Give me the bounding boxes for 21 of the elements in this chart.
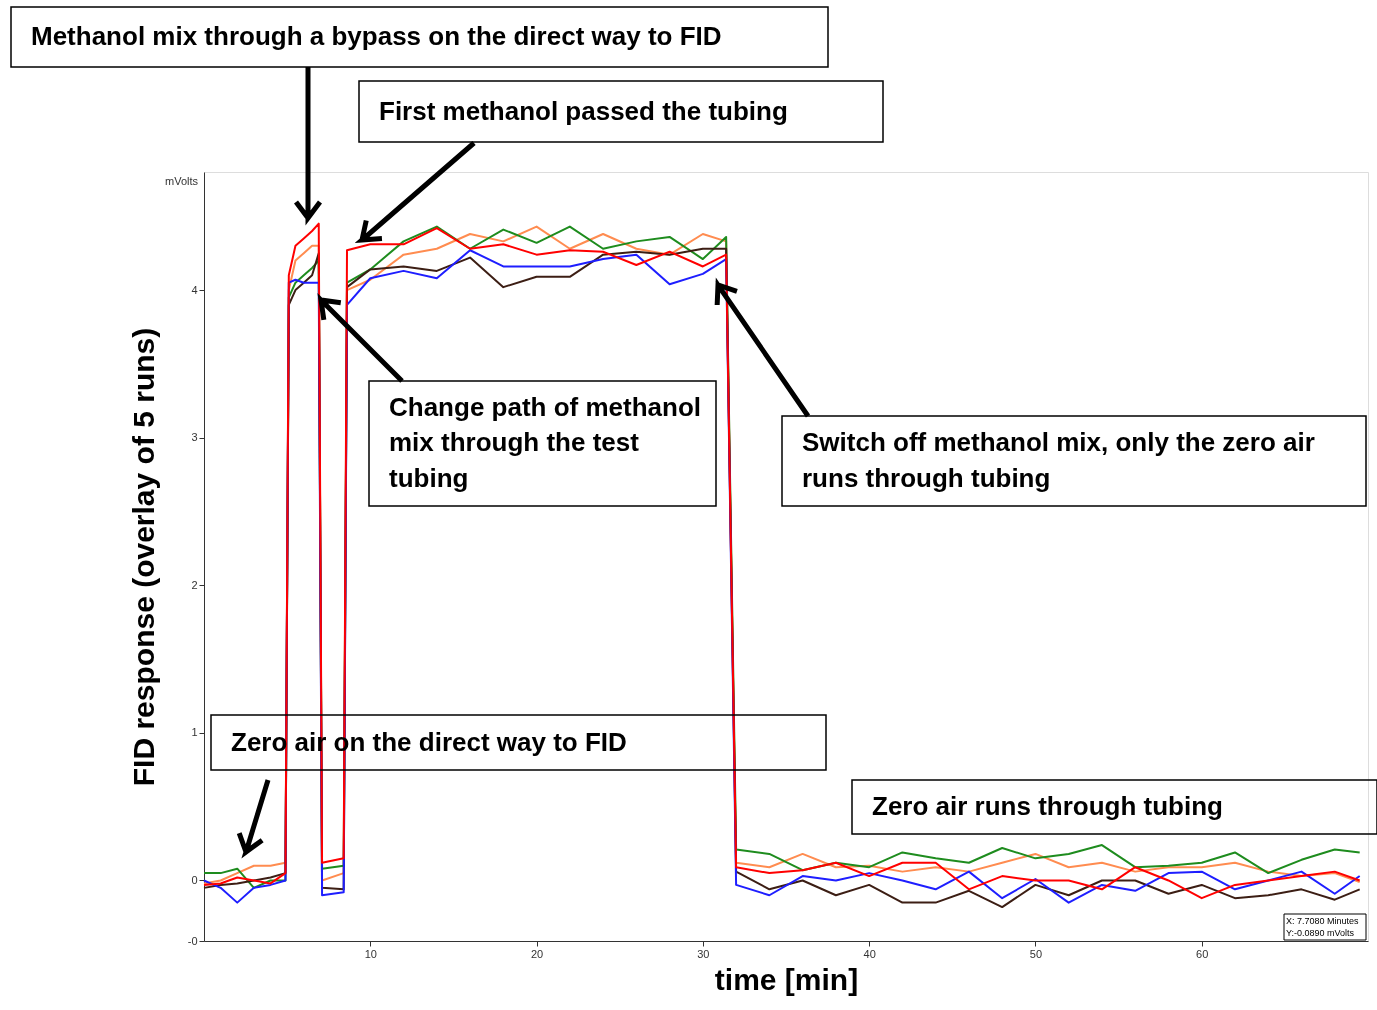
x-tick-label: 60: [1196, 947, 1209, 960]
x-tick-label: 50: [1029, 947, 1043, 960]
annotation: Change path of methanol mix through the test tubing: [389, 392, 701, 493]
y-tick-label: 3: [191, 431, 198, 444]
text: First methanol passed the tubing: [379, 95, 788, 126]
y-tick-label: 1: [191, 726, 198, 739]
x-axis-title: time [min]: [714, 962, 859, 996]
text: Methanol mix through a bypass on the direct way to FID: [31, 21, 722, 51]
annotation: Switch off methanol mix, only the zero air runs through tubing: [802, 427, 1315, 493]
y-tick-label: 0: [191, 873, 198, 886]
y-tick-label: 2: [191, 578, 198, 591]
y-tick-label: 4: [191, 283, 198, 296]
x-tick-label: 20: [530, 947, 544, 960]
y-axis-title: FID response (overlay of 5 runs): [126, 327, 160, 787]
x-tick-label: 10: [364, 947, 377, 960]
x-tick-label: 30: [697, 947, 710, 960]
x-tick-label: 40: [863, 947, 876, 960]
annotation: X: 7.7080 Minutes Y:-0.0890 mVolts: [1286, 915, 1360, 939]
text: mVolts: [164, 175, 199, 187]
y-tick-label: -0: [187, 934, 198, 947]
annotation: Zero air runs through tubing: [872, 791, 1223, 821]
